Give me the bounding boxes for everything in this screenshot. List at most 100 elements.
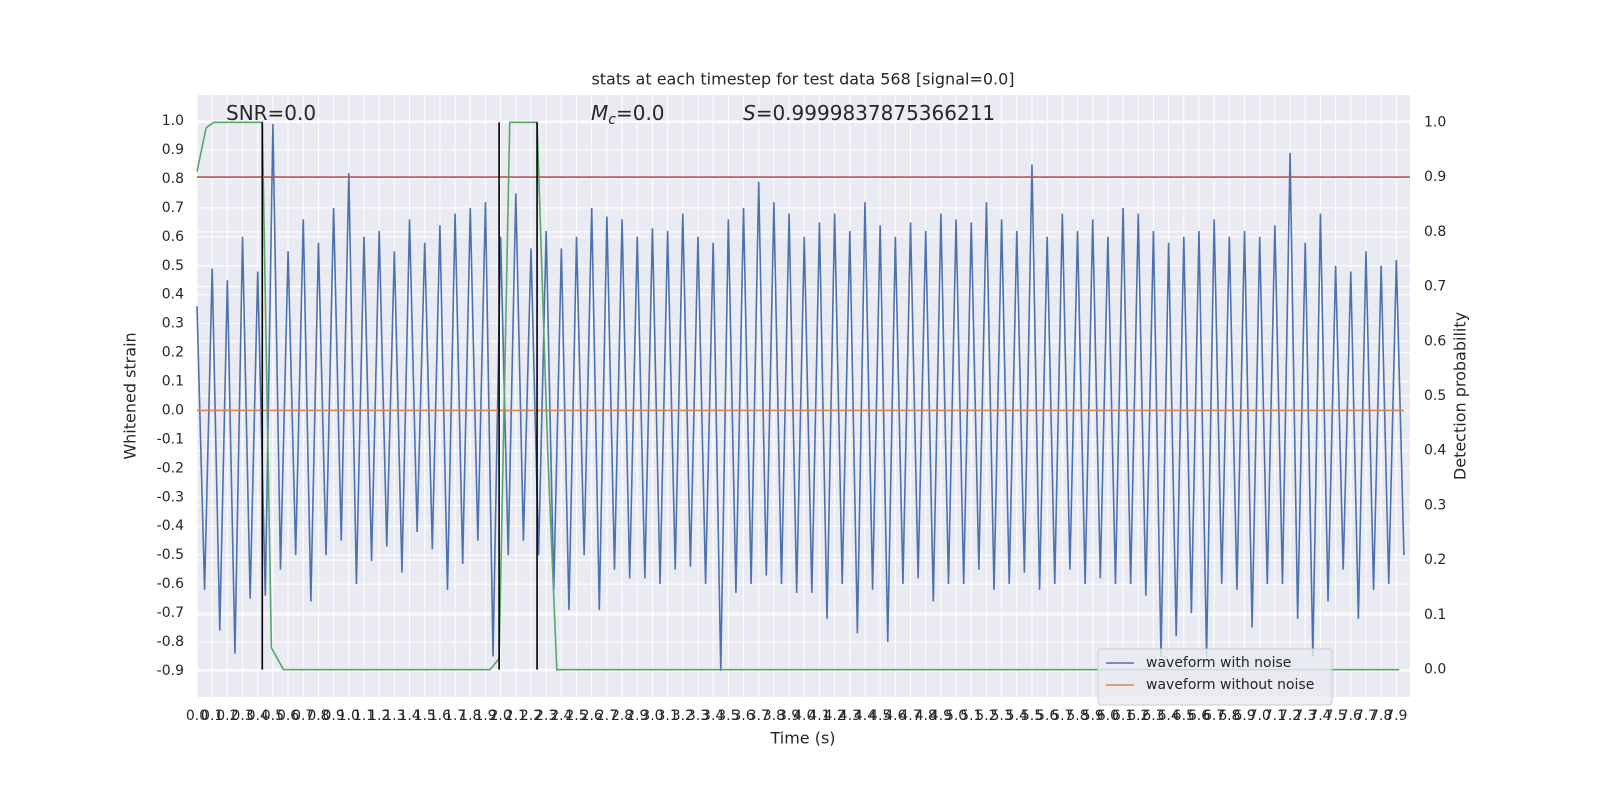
y2-tick-label: 1.0 [1424,114,1446,130]
y2-tick-label: 0.7 [1424,279,1446,295]
x-tick-label: 2.2 [520,708,542,724]
x-tick-label: 5.3 [990,708,1012,724]
y-tick-label: -0.4 [157,518,184,534]
y-tick-label: 0.6 [162,229,184,245]
x-tick-label: 4.9 [930,708,952,724]
x-tick-label: 2.1 [505,708,527,724]
x-tick-label: 7.6 [1340,708,1362,724]
x-tick-label: 2.0 [489,708,511,724]
labels: 0.00.10.20.30.40.50.60.70.80.91.01.11.21… [157,101,1447,725]
x-tick-label: 6.0 [1097,708,1119,724]
x-tick-label: 1.6 [429,708,451,724]
marks [196,121,1410,671]
x-tick-label: 7.2 [1279,708,1301,724]
x-tick-label: 0.8 [307,708,329,724]
y-tick-label: 0.8 [162,171,184,187]
x-tick-label: 7.7 [1355,708,1377,724]
annotation-part: =0.9999837875366211 [756,101,995,125]
x-tick-label: 3.0 [641,708,663,724]
x-tick-label: 3.6 [732,708,754,724]
legend-label: waveform with noise [1146,655,1291,671]
x-tick-label: 0.6 [277,708,299,724]
x-tick-label: 0.3 [231,708,253,724]
y2-tick-label: 0.5 [1424,388,1446,404]
x-tick-label: 2.5 [565,708,587,724]
y-tick-label: -0.3 [157,489,184,505]
x-tick-label: 3.7 [748,708,770,724]
y-tick-label: -0.7 [157,605,184,621]
y-tick-label: 1.0 [162,113,184,129]
y-tick-label: -0.5 [157,547,184,563]
x-tick-label: 0.4 [247,708,269,724]
y2-tick-label: 0.0 [1424,662,1446,678]
x-tick-label: 4.2 [823,708,845,724]
y-axis-label: Whitened strain [121,332,140,459]
annotation-part: =0.0 [616,101,665,125]
x-tick-label: 7.5 [1324,708,1346,724]
x-tick-label: 4.4 [854,708,876,724]
y2-tick-label: 0.8 [1424,224,1446,240]
y-tick-label: 0.2 [162,345,184,361]
x-tick-label: 2.9 [626,708,648,724]
chart-title: stats at each timestep for test data 568… [591,70,1014,89]
x-tick-label: 3.4 [702,708,724,724]
x-tick-label: 0.9 [323,708,345,724]
y-tick-label: 0.7 [162,200,184,216]
y2-tick-label: 0.3 [1424,497,1446,513]
x-tick-label: 1.0 [338,708,360,724]
x-tick-label: 4.3 [839,708,861,724]
x-tick-label: 7.8 [1370,708,1392,724]
x-tick-label: 6.1 [1112,708,1134,724]
y2-axis-label: Detection probability [1451,312,1470,480]
y-tick-label: -0.9 [157,663,184,679]
x-tick-label: 1.7 [444,708,466,724]
x-tick-label: 6.3 [1142,708,1164,724]
x-tick-label: 1.1 [353,708,375,724]
x-tick-label: 1.2 [368,708,390,724]
x-tick-label: 2.8 [611,708,633,724]
x-tick-label: 6.8 [1218,708,1240,724]
annotation: SNR=0.0 [226,101,316,125]
y-tick-label: 0.4 [162,287,184,303]
y-tick-label: -0.1 [157,431,184,447]
x-tick-label: 6.2 [1127,708,1149,724]
x-tick-label: 5.2 [975,708,997,724]
x-tick-label: 6.9 [1233,708,1255,724]
x-tick-label: 5.0 [945,708,967,724]
x-tick-label: 5.9 [1082,708,1104,724]
x-tick-label: 0.1 [201,708,223,724]
y-tick-label: 0.0 [162,402,184,418]
annotation-part: SNR=0.0 [226,101,316,125]
legend-label: waveform without noise [1146,677,1314,693]
x-tick-label: 1.3 [383,708,405,724]
y-tick-label: -0.8 [157,634,184,650]
x-tick-label: 7.4 [1309,708,1331,724]
x-tick-label: 5.5 [1021,708,1043,724]
y2-tick-label: 0.2 [1424,552,1446,568]
x-tick-label: 1.9 [474,708,496,724]
x-tick-label: 5.1 [960,708,982,724]
y-tick-label: -0.6 [157,576,184,592]
x-tick-label: 1.4 [398,708,420,724]
x-tick-label: 3.1 [656,708,678,724]
legend-box [1097,648,1333,706]
x-tick-label: 7.0 [1249,708,1271,724]
x-tick-label: 4.5 [869,708,891,724]
x-tick-label: 1.8 [459,708,481,724]
x-tick-label: 0.5 [262,708,284,724]
annotation-part: M [591,101,608,125]
x-tick-label: 0.7 [292,708,314,724]
y-tick-label: 0.3 [162,316,184,332]
x-tick-label: 0.0 [186,708,208,724]
y-tick-label: -0.2 [157,460,184,476]
x-tick-label: 0.2 [216,708,238,724]
x-tick-label: 2.3 [535,708,557,724]
x-tick-label: 3.2 [672,708,694,724]
x-tick-label: 3.5 [717,708,739,724]
x-tick-label: 4.1 [808,708,830,724]
x-tick-label: 5.7 [1051,708,1073,724]
x-tick-label: 2.7 [596,708,618,724]
x-tick-label: 7.3 [1294,708,1316,724]
y2-tick-label: 0.6 [1424,333,1446,349]
